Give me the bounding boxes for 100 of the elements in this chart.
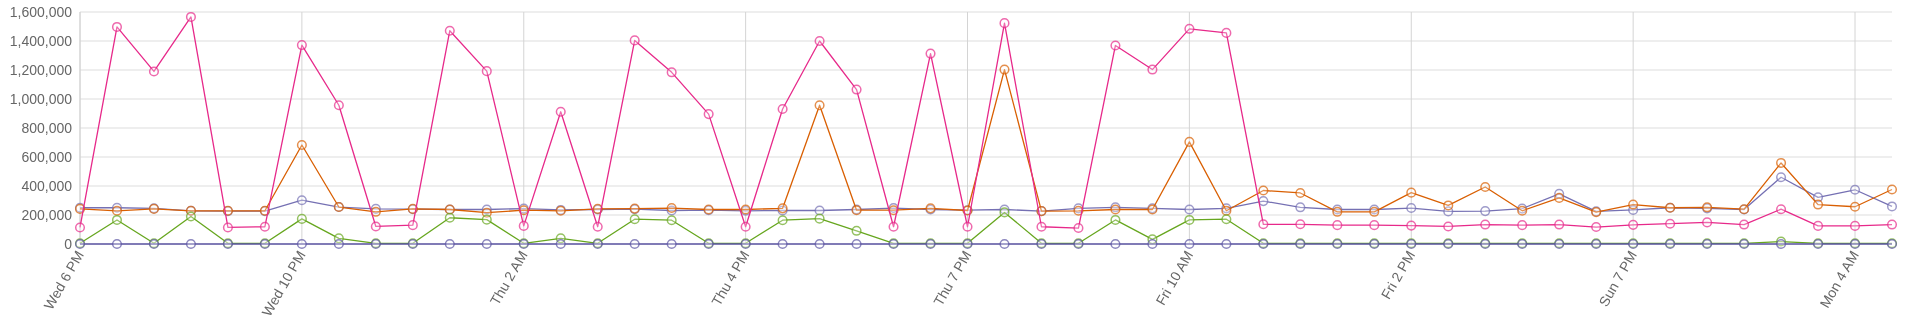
point [1184,238,1195,250]
point [1184,136,1195,147]
point [518,220,529,231]
point [333,100,344,111]
point [111,238,123,250]
point [296,238,307,250]
point [1812,220,1824,231]
point [888,221,899,232]
point [1110,40,1121,51]
point [629,35,640,46]
point [222,222,233,233]
point [740,221,751,232]
point [111,214,123,225]
point [296,213,307,224]
y-tick-label: 600,000 [21,148,73,165]
point [444,212,455,223]
point [1369,220,1380,231]
point [851,238,862,250]
point [1184,23,1195,34]
point [259,221,270,232]
point [1258,185,1269,196]
point [185,211,196,222]
point [666,67,677,78]
point [1295,187,1306,199]
point [555,238,566,250]
point [296,195,307,206]
point [592,221,603,232]
point [481,214,492,225]
point [999,18,1010,29]
point [1295,219,1306,230]
point [148,66,160,77]
point [1258,196,1269,207]
point [333,238,344,250]
point [666,215,677,226]
x-tick-label: Fri 10 AM [1152,247,1197,308]
point [1628,219,1639,230]
point [814,100,825,111]
point [1554,192,1565,203]
point [1110,238,1121,250]
y-tick-label: 1,000,000 [9,90,73,107]
point [1849,201,1861,212]
point [814,35,825,47]
point [629,214,640,225]
point [555,106,566,117]
point [1332,220,1343,231]
point [185,238,196,250]
point [1776,157,1787,168]
point [1443,221,1454,232]
point [111,21,123,32]
point [481,238,492,250]
point [296,40,307,51]
point [1221,238,1232,250]
point [1812,199,1824,210]
point [1739,219,1750,230]
point [1554,219,1565,230]
point [1849,184,1861,195]
point [703,109,714,120]
point [1886,201,1898,212]
point [814,238,825,250]
point [1517,220,1528,231]
point [1665,218,1676,229]
point [1036,221,1047,232]
point [814,205,825,216]
point [1184,204,1195,215]
x-tick-label: Thu 4 PM [708,247,753,309]
point [1406,187,1417,198]
point [1295,202,1306,213]
point [1443,200,1454,211]
point [1776,172,1787,183]
y-tick-label: 1,400,000 [9,32,73,49]
point [1886,184,1898,195]
y-tick-label: 1,200,000 [9,61,73,78]
point [1480,206,1491,217]
point [74,222,86,233]
point [407,220,418,231]
y-tick-label: 800,000 [21,119,73,136]
point [1073,223,1084,234]
point [1221,27,1232,38]
point [1628,199,1639,210]
point [1406,220,1417,231]
x-tick-label: Thu 7 PM [930,247,975,309]
point [1591,221,1602,233]
point [1221,214,1232,225]
x-tick-label: Thu 2 AM [486,247,531,308]
point [999,64,1010,75]
point [444,25,455,36]
point [666,238,677,250]
point [1776,204,1787,215]
point [1849,220,1861,231]
point [777,103,788,115]
point [925,48,936,59]
point [1147,64,1158,75]
x-tick-label: Sun 7 PM [1595,247,1640,310]
point [296,139,307,151]
point [185,11,196,22]
y-tick-label: 0 [64,235,73,252]
point [851,225,862,236]
point [1480,181,1491,193]
point [1110,214,1121,225]
x-tick-label: Fri 2 PM [1377,247,1419,302]
